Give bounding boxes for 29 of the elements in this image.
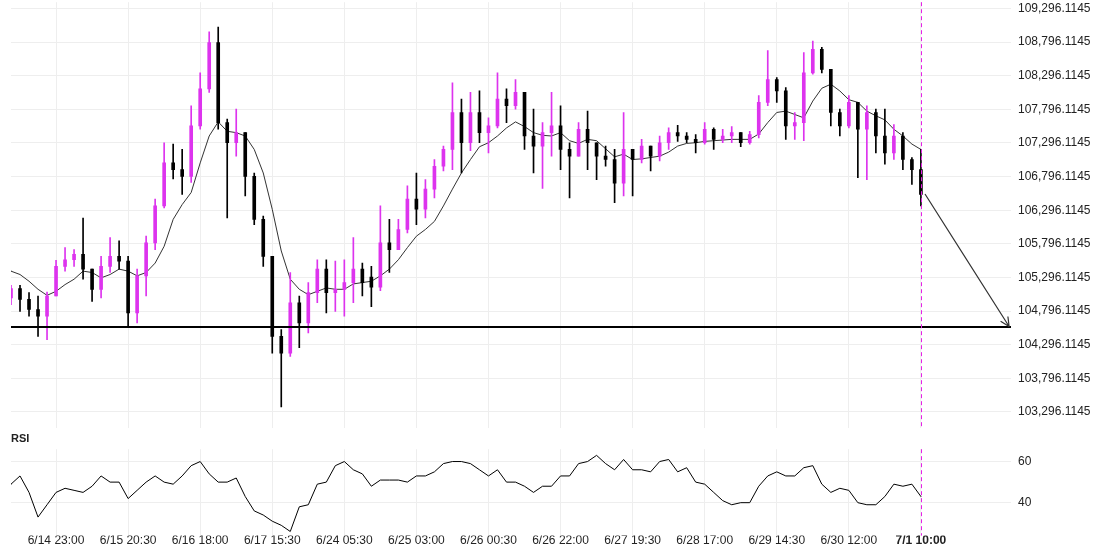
y-tick-label: 107,296.1145 bbox=[1018, 135, 1091, 150]
x-tick-label: 6/29 14:30 bbox=[748, 533, 806, 548]
x-tick-label: 6/26 00:30 bbox=[460, 533, 518, 548]
x-tick-label: 7/1 10:00 bbox=[895, 533, 947, 548]
x-tick-label: 6/14 23:00 bbox=[27, 533, 85, 548]
y-tick-label: 109,296.1145 bbox=[1018, 0, 1091, 15]
y-tick-label: 108,796.1145 bbox=[1018, 34, 1091, 49]
y-tick-label: 103,296.1145 bbox=[1018, 404, 1091, 419]
x-tick-label: 6/17 15:30 bbox=[243, 533, 301, 548]
x-tick-label: 6/27 19:30 bbox=[604, 533, 662, 548]
x-tick-label: 6/25 03:00 bbox=[388, 533, 446, 548]
x-tick-label: 6/15 20:30 bbox=[99, 533, 157, 548]
y-tick-label: 104,296.1145 bbox=[1018, 337, 1091, 351]
x-tick-label: 6/28 17:00 bbox=[676, 533, 734, 548]
y-tick-label: 104,796.1145 bbox=[1018, 303, 1091, 318]
y-tick-label: 108,296.1145 bbox=[1018, 68, 1091, 83]
y-tick-label: 106,296.1145 bbox=[1018, 202, 1091, 217]
x-tick-label: 6/24 05:30 bbox=[315, 533, 374, 548]
x-tick-label: 6/16 18:00 bbox=[171, 533, 229, 548]
y-tick-label: 40 bbox=[1018, 495, 1032, 509]
y-tick-label: 106,796.1145 bbox=[1018, 168, 1091, 183]
x-tick-label: 6/30 12:00 bbox=[820, 533, 878, 548]
y-tick-label: 105,296.1145 bbox=[1018, 269, 1091, 284]
y-tick-label: 107,796.1145 bbox=[1018, 101, 1091, 116]
y-tick-label: 60 bbox=[1018, 453, 1032, 468]
x-tick-label: 6/26 22:00 bbox=[532, 533, 590, 548]
y-tick-label: 103,796.1145 bbox=[1018, 370, 1091, 385]
chart-title: RSI bbox=[11, 431, 30, 444]
y-tick-label: 105,796.1145 bbox=[1018, 236, 1091, 251]
